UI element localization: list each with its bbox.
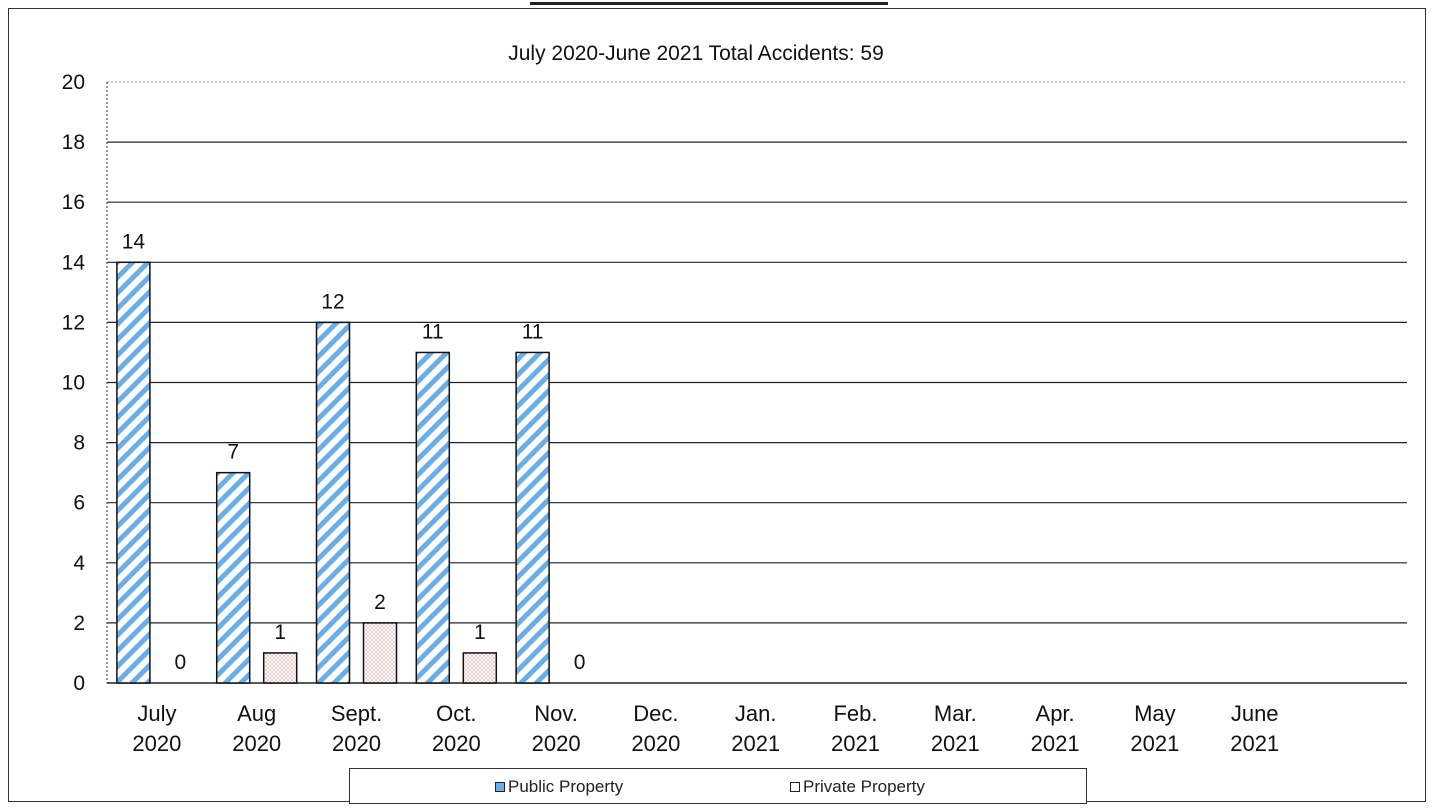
y-tick-label: 20 bbox=[62, 71, 85, 94]
data-label: 14 bbox=[122, 230, 146, 253]
x-tick-label: 2020 bbox=[132, 731, 181, 756]
data-label: 7 bbox=[227, 441, 239, 464]
axis-layer: 02468101214161820July2020Aug2020Sept.202… bbox=[62, 71, 1407, 756]
x-tick-label: July bbox=[137, 701, 176, 726]
x-tick-label: Mar. bbox=[934, 701, 977, 726]
data-label: 11 bbox=[522, 320, 544, 343]
y-tick-label: 10 bbox=[62, 372, 85, 395]
y-tick-label: 16 bbox=[62, 191, 85, 214]
x-tick-label: Feb. bbox=[833, 701, 877, 726]
y-tick-label: 4 bbox=[73, 552, 85, 575]
chart-svg: July 2020-June 2021 Total Accidents: 59 … bbox=[62, 42, 1407, 756]
x-tick-label: 2021 bbox=[831, 731, 880, 756]
legend: Public Property Private Property bbox=[349, 768, 1087, 804]
header-rule bbox=[530, 2, 888, 5]
x-tick-label: 2021 bbox=[1031, 731, 1080, 756]
x-tick-label: Sept. bbox=[331, 701, 382, 726]
x-tick-label: Aug bbox=[237, 701, 276, 726]
x-tick-label: Nov. bbox=[534, 701, 578, 726]
y-tick-label: 14 bbox=[62, 251, 86, 274]
x-tick-label: June bbox=[1231, 701, 1279, 726]
x-tick-label: 2020 bbox=[532, 731, 581, 756]
public-property-bar bbox=[215, 471, 251, 684]
legend-swatch-private bbox=[790, 782, 800, 792]
x-tick-label: Dec. bbox=[633, 701, 678, 726]
public-property-bar bbox=[415, 351, 451, 684]
x-tick-label: 2021 bbox=[931, 731, 980, 756]
legend-item-private: Private Property bbox=[790, 777, 925, 797]
public-property-bar bbox=[315, 321, 351, 684]
x-tick-label: Oct. bbox=[436, 701, 476, 726]
private-property-bar bbox=[362, 622, 398, 684]
y-tick-label: 6 bbox=[73, 492, 85, 515]
x-tick-label: Jan. bbox=[735, 701, 777, 726]
x-tick-label: 2020 bbox=[232, 731, 281, 756]
y-tick-label: 18 bbox=[62, 131, 85, 154]
y-tick-label: 12 bbox=[62, 311, 85, 334]
legend-label-private: Private Property bbox=[803, 777, 925, 796]
data-label: 1 bbox=[274, 621, 286, 644]
x-tick-label: 2020 bbox=[631, 731, 680, 756]
private-property-bar bbox=[262, 652, 298, 684]
x-tick-label: 2021 bbox=[1130, 731, 1179, 756]
data-label: 1 bbox=[474, 621, 486, 644]
data-label: 12 bbox=[321, 290, 344, 313]
x-tick-label: May bbox=[1134, 701, 1176, 726]
public-property-bar bbox=[116, 261, 151, 684]
data-label: 11 bbox=[422, 320, 444, 343]
y-tick-label: 8 bbox=[73, 432, 85, 455]
x-tick-label: 2020 bbox=[332, 731, 381, 756]
legend-label-public: Public Property bbox=[508, 777, 624, 796]
data-label: 2 bbox=[374, 591, 386, 614]
y-tick-label: 0 bbox=[73, 672, 85, 695]
public-property-bar bbox=[515, 351, 550, 684]
x-tick-label: 2020 bbox=[432, 731, 481, 756]
chart-frame: July 2020-June 2021 Total Accidents: 59 … bbox=[8, 8, 1426, 802]
data-label: 0 bbox=[574, 651, 586, 674]
x-tick-label: 2021 bbox=[731, 731, 780, 756]
chart-title: July 2020-June 2021 Total Accidents: 59 bbox=[508, 42, 884, 65]
bar-layer bbox=[116, 261, 550, 684]
legend-item-public: Public Property bbox=[495, 777, 623, 797]
grid-layer bbox=[107, 81, 1407, 624]
data-label: 0 bbox=[175, 651, 187, 674]
private-property-bar bbox=[462, 652, 498, 684]
x-tick-label: Apr. bbox=[1036, 701, 1075, 726]
x-tick-label: 2021 bbox=[1230, 731, 1279, 756]
y-tick-label: 2 bbox=[73, 612, 85, 635]
legend-swatch-public bbox=[495, 782, 505, 792]
